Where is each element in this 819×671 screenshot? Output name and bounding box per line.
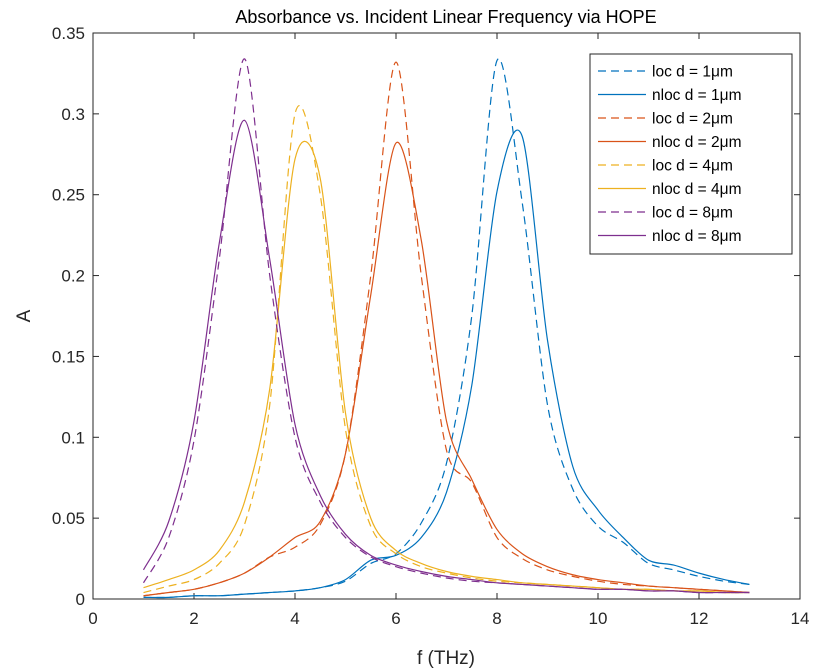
series-line-3 xyxy=(143,141,750,597)
x-tick-label: 2 xyxy=(189,609,198,628)
legend-entry-label: nloc d = 1μm xyxy=(652,87,742,104)
legend-entry-label: loc d = 4μm xyxy=(652,158,733,175)
series-line-6 xyxy=(142,58,750,594)
x-axis-label: f (THz) xyxy=(417,648,475,669)
x-tick-label: 12 xyxy=(690,609,709,628)
series-line-1 xyxy=(143,129,750,599)
y-tick-label: 0.05 xyxy=(52,509,85,528)
y-tick-label: 0 xyxy=(76,590,85,609)
y-tick-label: 0.35 xyxy=(52,24,85,43)
legend-entry-label: nloc d = 2μm xyxy=(652,134,742,151)
y-tick-label: 0.15 xyxy=(52,347,85,366)
y-tick-label: 0.1 xyxy=(61,428,85,447)
legend-entry-label: loc d = 8μm xyxy=(652,205,733,222)
series-line-7 xyxy=(142,119,750,594)
legend-entry-label: nloc d = 4μm xyxy=(652,181,742,198)
series-line-5 xyxy=(143,140,750,594)
y-tick-label: 0.25 xyxy=(52,186,85,205)
plot-frame xyxy=(92,32,801,600)
y-tick-label: 0.2 xyxy=(61,267,85,286)
legend-entry-label: loc d = 2μm xyxy=(652,111,733,128)
legend-box xyxy=(589,53,793,255)
y-tick-label: 0.3 xyxy=(61,105,85,124)
axis-ticks: 0 2 4 6 8 10 12 14 0 0.05 0.1 0.15 0.2 0.25 0.3 0.35 xyxy=(52,24,810,628)
x-tick-label: 8 xyxy=(492,609,501,628)
x-tick-label: 6 xyxy=(391,609,400,628)
series-line-0 xyxy=(143,58,750,599)
x-tick-label: 0 xyxy=(88,609,97,628)
x-tick-label: 10 xyxy=(589,609,608,628)
x-tick-label: 14 xyxy=(791,609,810,628)
series-lines xyxy=(142,58,750,599)
y-axis-label: A xyxy=(14,309,35,322)
x-tick-label: 4 xyxy=(290,609,299,628)
legend-entry-label: loc d = 1μm xyxy=(652,64,733,81)
legend-entry-label: nloc d = 8μm xyxy=(652,228,742,245)
chart-title: Absorbance vs. Incident Linear Frequency… xyxy=(235,7,656,27)
legend: loc d = 1μm nloc d = 1μm loc d = 2μm nloc d… xyxy=(589,53,793,255)
